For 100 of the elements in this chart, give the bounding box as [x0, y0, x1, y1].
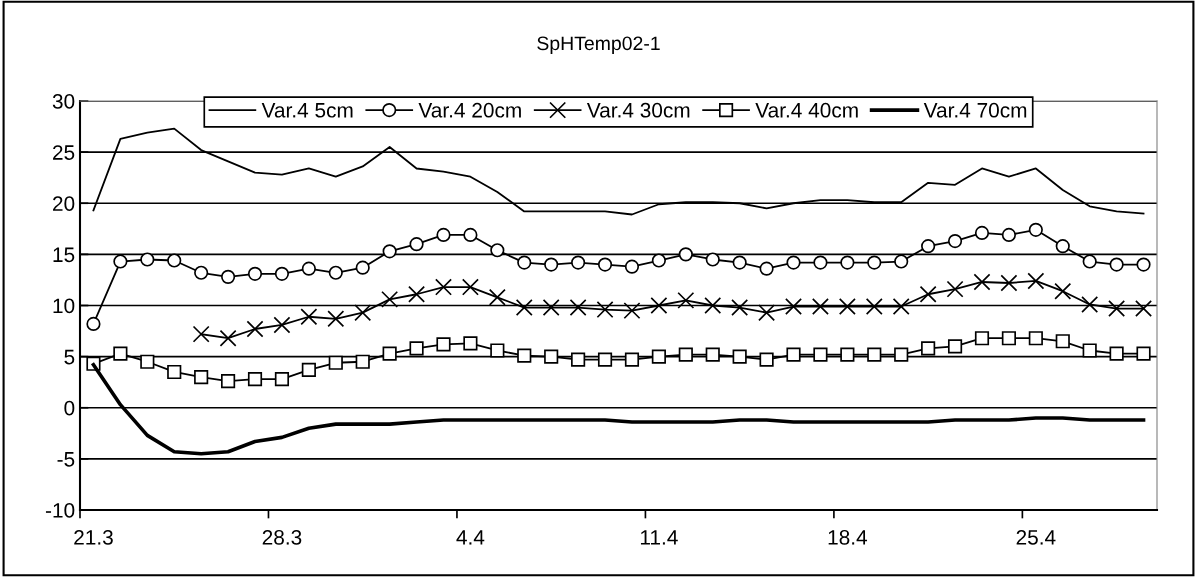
point [301, 261, 316, 276]
point [140, 354, 155, 369]
point [408, 285, 426, 303]
point [946, 280, 964, 298]
y-tick-label: 20 [53, 196, 75, 211]
point [1055, 334, 1070, 349]
point [759, 352, 774, 367]
point [1001, 227, 1016, 243]
point [1082, 343, 1097, 358]
y-tick-label: 15 [53, 247, 75, 263]
point [1136, 346, 1151, 361]
point [1000, 274, 1018, 292]
point [705, 252, 720, 267]
point [785, 298, 802, 315]
point [517, 255, 532, 270]
point [947, 339, 963, 354]
point [490, 243, 505, 258]
y-tick-label: 0 [64, 400, 75, 416]
point [113, 254, 128, 269]
point [867, 255, 882, 270]
point [1001, 331, 1016, 346]
chart-title: SpHTemp02-1 [537, 36, 660, 55]
point [894, 347, 909, 362]
point [515, 299, 533, 317]
point [921, 239, 936, 254]
point [571, 352, 586, 367]
point [596, 301, 614, 319]
point [273, 316, 291, 334]
point [192, 325, 210, 343]
point [436, 337, 451, 352]
point [247, 372, 263, 387]
x-tick-label: 25.4 [1016, 529, 1056, 545]
point [167, 364, 182, 380]
point [786, 255, 801, 270]
point [221, 374, 236, 389]
point [786, 347, 801, 362]
point [490, 343, 505, 358]
legend-label: Var.4 20cm [418, 102, 521, 118]
point [1027, 272, 1045, 290]
point [327, 310, 345, 328]
point [569, 299, 587, 317]
point [758, 304, 776, 322]
point [436, 227, 451, 243]
point [194, 265, 209, 280]
point [463, 227, 478, 243]
point [624, 259, 640, 274]
y-tick-label: -10 [45, 503, 75, 518]
point [328, 265, 343, 280]
point [355, 260, 370, 275]
y-tick-label: -5 [57, 452, 75, 467]
x-tick-label: 21.3 [74, 529, 113, 545]
point [974, 225, 990, 240]
point [678, 347, 693, 362]
point [86, 316, 101, 331]
point [113, 346, 128, 361]
point [732, 255, 747, 270]
y-tick-label: 5 [64, 349, 75, 365]
point [463, 336, 478, 351]
point [301, 362, 316, 378]
point [382, 346, 397, 361]
point [677, 291, 695, 309]
point [813, 255, 828, 270]
point [838, 298, 856, 315]
point [651, 349, 666, 364]
point [704, 297, 722, 314]
y-tick-label: 10 [53, 298, 75, 314]
point [1028, 222, 1043, 237]
point [246, 320, 264, 338]
legend-label: Var.4 5cm [261, 103, 353, 118]
point [1055, 239, 1070, 254]
legend-label: Var.4 40cm [755, 102, 858, 118]
point [731, 299, 749, 317]
point [705, 347, 720, 362]
x-tick-label: 4.4 [456, 530, 485, 545]
point [274, 266, 290, 281]
point [597, 257, 613, 272]
point [1081, 296, 1099, 313]
point [354, 304, 372, 322]
point [1135, 300, 1153, 318]
point [759, 261, 774, 276]
point [840, 255, 855, 270]
point [1028, 331, 1043, 346]
point [650, 297, 668, 314]
x-tick-label: 18.4 [828, 529, 868, 545]
point [651, 253, 666, 268]
point [678, 247, 693, 262]
point [623, 302, 641, 320]
point [300, 308, 318, 326]
y-tick-label: 30 [52, 94, 75, 109]
point [811, 298, 829, 315]
point [435, 278, 452, 296]
point [1108, 300, 1126, 318]
legend-label: Var.4 70cm [923, 102, 1027, 118]
point [328, 355, 343, 370]
x-tick-label: 11.4 [640, 530, 678, 545]
point [865, 298, 883, 315]
point [1054, 282, 1072, 300]
point [947, 233, 963, 249]
point [732, 349, 747, 364]
point [247, 266, 263, 281]
